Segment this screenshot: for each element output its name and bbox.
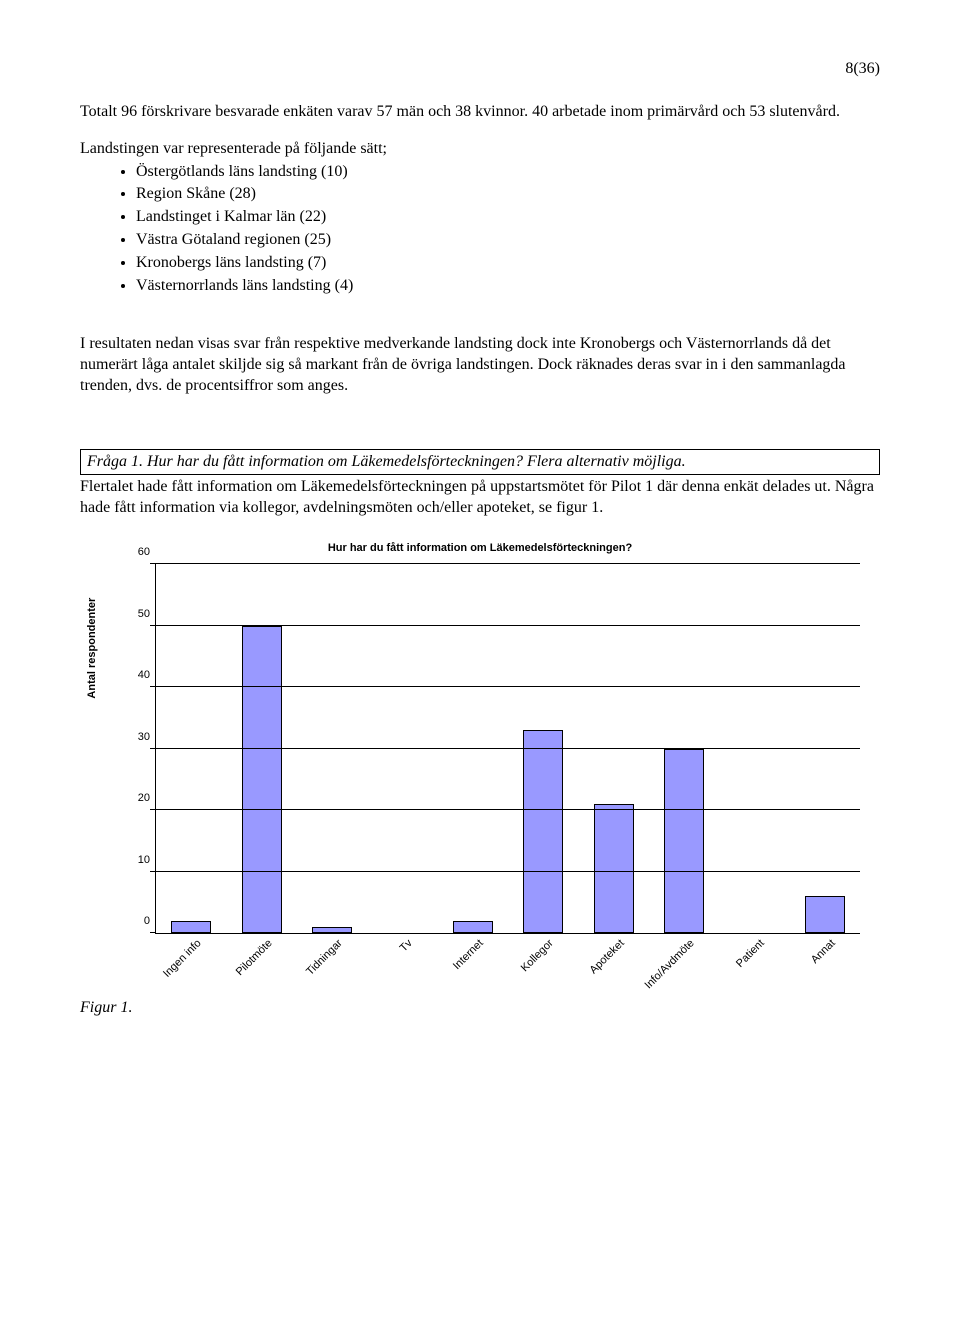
landsting-list: Östergötlands läns landsting (10)Region … [80, 162, 880, 297]
x-tick-label: Pilotmöte [233, 938, 274, 979]
y-tick-label: 50 [128, 608, 156, 620]
y-tick [150, 686, 156, 687]
grid-line [156, 809, 860, 810]
landsting-item: Östergötlands läns landsting (10) [136, 162, 880, 183]
x-tick-label: Patient [734, 938, 767, 971]
bar-slot: Tv [367, 564, 437, 933]
question-box: Fråga 1. Hur har du fått information om … [80, 449, 880, 475]
y-tick [150, 625, 156, 626]
y-tick [150, 871, 156, 872]
landsting-item: Region Skåne (28) [136, 184, 880, 205]
chart-container: Hur har du fått information om Läkemedel… [80, 542, 880, 1019]
bar [805, 896, 845, 933]
landsting-item: Västra Götaland regionen (25) [136, 230, 880, 251]
bar-chart: Antal respondenter Ingen infoPilotmöteTi… [130, 564, 860, 934]
grid-line [156, 625, 860, 626]
landsting-item: Kronobergs läns landsting (7) [136, 253, 880, 274]
bar-slot: Internet [438, 564, 508, 933]
y-tick-label: 30 [128, 731, 156, 743]
x-tick-label: Kollegor [519, 938, 556, 975]
bar [523, 730, 563, 933]
bar [242, 626, 282, 934]
landsting-item: Landstinget i Kalmar län (22) [136, 207, 880, 228]
bar [594, 804, 634, 933]
bar-slot: Info/Avdmöte [649, 564, 719, 933]
para-3: I resultaten nedan visas svar från respe… [80, 334, 880, 396]
bar-slot: Tidningar [297, 564, 367, 933]
grid-line [156, 563, 860, 564]
para-1: Totalt 96 förskrivare besvarade enkäten … [80, 102, 880, 123]
landsting-item: Västernorrlands läns landsting (4) [136, 276, 880, 297]
x-tick-label: Annat [809, 938, 838, 967]
bar [453, 921, 493, 933]
y-axis-label: Antal respondenter [86, 598, 98, 699]
grid-line [156, 871, 860, 872]
x-tick-label: Tv [398, 938, 415, 955]
y-tick [150, 809, 156, 810]
x-tick-label: Tidningar [304, 938, 345, 979]
y-tick-label: 60 [128, 546, 156, 558]
bar [312, 927, 352, 933]
bars-group: Ingen infoPilotmöteTidningarTvInternetKo… [156, 564, 860, 933]
bar [171, 921, 211, 933]
bar-slot: Kollegor [508, 564, 578, 933]
para-4: Flertalet hade fått information om Läkem… [80, 477, 880, 519]
y-tick-label: 20 [128, 792, 156, 804]
y-tick [150, 748, 156, 749]
y-tick-label: 0 [128, 915, 156, 927]
chart-title: Hur har du fått information om Läkemedel… [80, 542, 880, 554]
bar-slot: Apoteket [578, 564, 648, 933]
y-tick-label: 40 [128, 669, 156, 681]
grid-line [156, 686, 860, 687]
bar-slot: Pilotmöte [226, 564, 296, 933]
grid-line [156, 748, 860, 749]
bar-slot: Ingen info [156, 564, 226, 933]
plot-area: Ingen infoPilotmöteTidningarTvInternetKo… [155, 564, 860, 934]
y-tick [150, 563, 156, 564]
x-tick-label: Internet [451, 938, 486, 973]
figure-caption: Figur 1. [80, 998, 880, 1019]
page-number: 8(36) [80, 60, 880, 78]
y-tick-label: 10 [128, 854, 156, 866]
x-tick-label: Apoteket [587, 938, 626, 977]
x-tick-label: Ingen info [161, 938, 204, 981]
y-tick [150, 932, 156, 933]
bar-slot: Annat [790, 564, 860, 933]
bar-slot: Patient [719, 564, 789, 933]
bar [664, 749, 704, 934]
para-2-intro: Landstingen var representerade på följan… [80, 139, 880, 160]
x-tick-label: Info/Avdmöte [643, 938, 697, 992]
